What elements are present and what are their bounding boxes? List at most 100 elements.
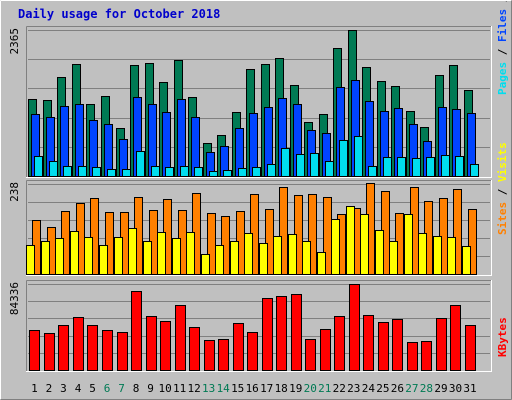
bar-visits-day-24	[360, 214, 369, 275]
bar-pages-day-19	[296, 154, 305, 177]
bar-visits-day-11	[172, 238, 181, 275]
bar-files-day-6	[104, 124, 113, 177]
chart-panel-kbytes: 84336 KBytes	[8, 280, 509, 372]
bar-visits-day-20	[302, 241, 311, 275]
bar-visits-day-7	[114, 237, 123, 275]
bar-pages-day-12	[194, 167, 203, 177]
bar-pages-day-1	[34, 156, 43, 177]
bar-kbytes-day-9	[146, 316, 157, 371]
bar-visits-day-9	[143, 241, 152, 275]
bar-pages-day-28	[426, 157, 435, 177]
day-label-2: 2	[46, 382, 53, 395]
bar-kbytes-day-18	[276, 296, 287, 371]
bar-pages-day-3	[63, 166, 72, 177]
bar-pages-day-17	[267, 164, 276, 177]
legend-files: Files	[496, 9, 509, 42]
bar-kbytes-day-13	[204, 340, 215, 371]
x-axis-labels: 1 2 3 4 5 6 7 8 9 10 11 12 13 14 15 16 17 18 19 20 21 22 23 24 2…	[31, 382, 477, 395]
bar-sites-day-6	[105, 212, 114, 275]
legend-kbytes: KBytes	[496, 317, 509, 357]
bar-files-day-10	[162, 112, 171, 177]
bar-visits-day-2	[41, 241, 50, 275]
series-legend: Pages / Files / Hits	[496, 0, 509, 95]
bar-pages-day-9	[151, 166, 160, 177]
day-label-28: 28	[420, 382, 433, 395]
bar-kbytes-day-19	[291, 294, 302, 371]
bar-pages-day-26	[397, 157, 406, 177]
day-label-18: 18	[275, 382, 288, 395]
day-label-4: 4	[75, 382, 82, 395]
bar-kbytes-day-25	[378, 322, 389, 371]
day-label-22: 22	[333, 382, 346, 395]
bar-kbytes-day-21	[320, 329, 331, 371]
bar-visits-day-28	[418, 233, 427, 275]
bar-pages-day-22	[339, 140, 348, 177]
bar-kbytes-day-23	[349, 284, 360, 371]
bar-kbytes-day-31	[465, 325, 476, 371]
day-label-21: 21	[318, 382, 331, 395]
bar-pages-day-6	[107, 169, 116, 177]
bar-visits-day-16	[244, 233, 253, 275]
day-label-8: 8	[133, 382, 140, 395]
bar-files-day-4	[75, 104, 84, 177]
bar-kbytes-day-7	[117, 332, 128, 371]
legend-separator: /	[496, 42, 509, 62]
bar-sites-day-31	[468, 209, 477, 275]
bar-visits-day-23	[346, 206, 355, 275]
bar-kbytes-day-8	[131, 291, 142, 371]
bar-kbytes-day-15	[233, 323, 244, 371]
chart-title: Daily usage for October 2018	[18, 7, 220, 21]
bar-kbytes-day-24	[363, 315, 374, 371]
day-label-1: 1	[31, 382, 38, 395]
bar-pages-day-2	[49, 161, 58, 177]
legend-sites: Sites	[496, 202, 509, 235]
bar-kbytes-day-28	[421, 341, 432, 371]
bar-kbytes-day-14	[218, 339, 229, 371]
day-label-10: 10	[158, 382, 171, 395]
bar-visits-day-25	[375, 230, 384, 275]
bar-visits-day-27	[404, 214, 413, 275]
bar-pages-day-15	[238, 168, 247, 177]
bar-visits-day-18	[273, 236, 282, 275]
day-label-3: 3	[60, 382, 67, 395]
day-label-17: 17	[260, 382, 273, 395]
bar-files-day-24	[365, 101, 374, 177]
bar-visits-day-5	[84, 237, 93, 275]
day-label-24: 24	[362, 382, 376, 395]
bar-pages-day-7	[122, 169, 131, 177]
bar-pages-day-5	[92, 167, 101, 177]
bar-kbytes-day-1	[29, 330, 40, 371]
max-value-label: 2365	[8, 28, 21, 55]
day-label-30: 30	[449, 382, 462, 395]
day-label-16: 16	[246, 382, 259, 395]
bar-pages-day-20	[310, 153, 319, 177]
bar-visits-day-8	[128, 228, 137, 275]
bar-sites-day-30	[453, 189, 462, 275]
bar-visits-day-4	[70, 231, 79, 275]
max-value-label: 238	[8, 182, 21, 202]
bar-pages-day-13	[209, 171, 218, 177]
day-label-20: 20	[304, 382, 317, 395]
day-label-29: 29	[434, 382, 447, 395]
legend-visits: Visits	[496, 142, 509, 182]
bar-pages-day-23	[354, 136, 363, 177]
day-label-25: 25	[376, 382, 389, 395]
day-label-27: 27	[405, 382, 418, 395]
bar-kbytes-day-22	[334, 316, 345, 371]
bar-visits-day-26	[389, 241, 398, 275]
bar-pages-day-14	[223, 170, 232, 177]
day-label-19: 19	[289, 382, 302, 395]
day-label-5: 5	[89, 382, 96, 395]
chart-panels: 2365 Pages / Files / Hits 238 Sites / Visit…	[8, 0, 509, 372]
legend-separator: /	[496, 182, 509, 202]
day-label-6: 6	[104, 382, 111, 395]
day-label-12: 12	[187, 382, 200, 395]
bar-kbytes-day-4	[73, 317, 84, 371]
bar-pages-day-4	[78, 166, 87, 177]
bar-visits-day-17	[259, 243, 268, 275]
bar-visits-day-3	[55, 238, 64, 275]
bar-sites-day-13	[207, 213, 216, 275]
bar-pages-day-27	[412, 158, 421, 177]
